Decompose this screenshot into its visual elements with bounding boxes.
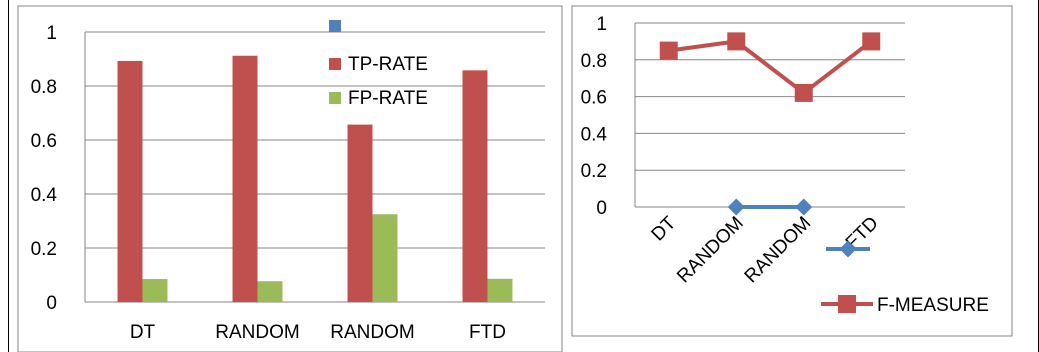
x-tick-label: RANDOM: [215, 322, 299, 343]
data-point: [794, 83, 813, 102]
data-point: [727, 198, 745, 216]
bar-fp-rate: [487, 278, 513, 302]
legend-swatch: [329, 92, 341, 104]
legend-label: F-MEASURE: [877, 295, 989, 316]
y-tick-label: 0: [46, 293, 57, 314]
bar-fp-rate: [257, 281, 283, 302]
bar-chart: 0 0.2 0.4 0.6 0.8 1 DT RANDOM RANDOM FTD TP-RATE…: [17, 5, 563, 352]
series-line-f-measure: [668, 39, 873, 96]
y-tick-label: 0.2: [581, 161, 607, 182]
legend-label: TP-RATE: [348, 54, 428, 75]
y-tick-label: 1: [46, 23, 57, 44]
bar-tp-rate: [347, 124, 373, 302]
bar-fp-rate: [142, 279, 168, 302]
y-tick-label: 0.4: [581, 124, 608, 145]
x-tick-label: FTD: [469, 322, 506, 343]
legend-marker: [838, 295, 856, 313]
bar-tp-rate: [462, 70, 488, 302]
y-tick-label: 0: [596, 198, 607, 219]
y-tick-label: 0.8: [31, 77, 57, 98]
legend-swatch: [329, 20, 341, 32]
bar-fp-rate: [372, 214, 398, 302]
data-point: [862, 32, 881, 51]
line-chart-border: [571, 5, 1013, 337]
y-tick-label: 0.2: [31, 239, 57, 260]
bar-tp-rate: [232, 55, 258, 303]
legend-marker: [839, 240, 857, 258]
bar-tp-rate: [117, 60, 143, 302]
legend-swatch: [329, 58, 341, 70]
legend-label: FP-RATE: [348, 88, 428, 109]
x-tick-label: RANDOM: [330, 322, 414, 343]
y-tick-label: 0.6: [31, 131, 57, 152]
data-point: [795, 198, 813, 216]
data-point: [727, 32, 746, 51]
y-tick-label: 0.8: [581, 51, 607, 72]
y-tick-label: 0.4: [31, 185, 58, 206]
x-tick-label: DT: [130, 322, 156, 343]
data-point: [659, 41, 678, 60]
y-tick-label: 1: [596, 14, 607, 35]
y-tick-label: 0.6: [581, 88, 607, 109]
